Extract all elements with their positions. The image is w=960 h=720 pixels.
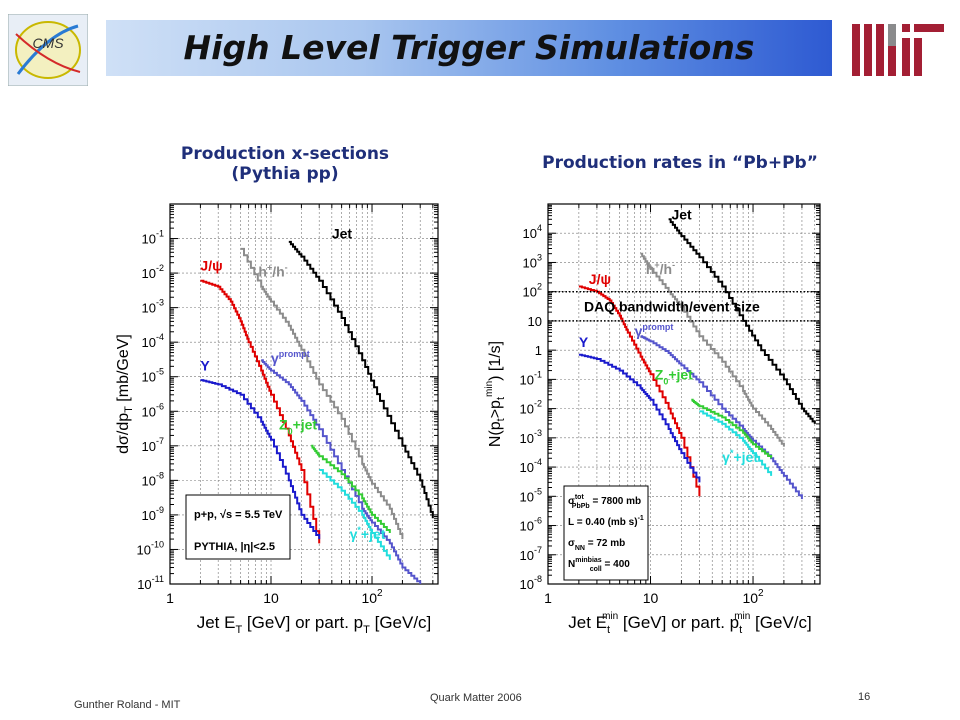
y-tick-label: 10-6 [142, 401, 164, 419]
y-tick-label: 10-3 [520, 428, 542, 446]
y-tick-label: 10-4 [520, 457, 542, 475]
x-tick-label: 10 [643, 590, 659, 606]
series-line-6 [699, 410, 773, 476]
y-tick-label: 10-3 [142, 298, 164, 316]
left-panel-title-line-2: (Pythia pp) [231, 164, 339, 184]
x-tick-label: 102 [361, 588, 383, 606]
series-label: h+/h- [258, 262, 287, 279]
x-tick-label: 102 [742, 588, 764, 606]
footer-conference: Quark Matter 2006 [430, 692, 522, 704]
chart-right: 10410310210110-110-210-310-410-510-610-7… [484, 203, 821, 636]
y-tick-label: 10-5 [520, 486, 542, 504]
y-tick-label: 104 [523, 223, 542, 241]
chart-left: 10-1 10-2 10-3 10-4 10-5 10-6 10-7 10-8 10-9 10-1… [115, 203, 439, 636]
legend-box: σtot PbPb = 7800 mb L = 0.40 (mb s)-1 σNN =… [563, 485, 649, 581]
y-tick-label: 103 [523, 252, 542, 270]
right-panel-title: Production rates in “Pb+Pb” [542, 153, 818, 173]
slide-title: High Level Trigger Simulations [183, 28, 755, 67]
y-tick-label: 10-5 [142, 367, 164, 385]
series-line-2 [200, 279, 321, 544]
series-line-1 [240, 247, 404, 540]
y-tick-label: 10-1 [142, 229, 164, 247]
series-line-2 [578, 285, 701, 497]
y-tick-label: 10-6 [520, 516, 542, 534]
legend-line: σtot PbPb = 7800 mb [568, 494, 641, 510]
series-label: γ*+jet [350, 525, 386, 542]
mit-logo [850, 20, 950, 80]
series-line-3 [578, 353, 701, 483]
series-label: γ*+jet [722, 448, 758, 465]
y-tick-label: 10-9 [142, 505, 164, 523]
series-label: Υ [200, 358, 210, 374]
legend-box: p+p, √s = 5.5 TeV PYTHIA, |η|<2.5 [185, 494, 291, 560]
cms-logo: CMS [7, 13, 89, 87]
y-tick-label: 10-1 [520, 369, 542, 387]
series-line-6 [319, 469, 391, 560]
y-tick-label: 10-4 [142, 332, 164, 350]
series-line-3 [200, 379, 321, 540]
y-tick-label: 10-8 [142, 470, 164, 488]
series-label: h+/h- [646, 260, 675, 277]
series-label: γprompt [635, 322, 674, 339]
x-axis-title: Jet ET [GeV] or part. pT [GeV/c] [197, 613, 432, 636]
series-line-0 [668, 218, 816, 424]
x-tick-label: 1 [544, 590, 552, 606]
legend-line: Nminbias coll = 400 [568, 557, 630, 573]
left-panel-title-line-1: Production x-sections [180, 144, 390, 164]
y-tick-label: 10 [528, 314, 542, 329]
y-tick-label: 10-2 [142, 263, 164, 281]
series-label: Jet [671, 206, 692, 222]
left-panel-title: Production x-sections (Pythia pp) [120, 144, 450, 184]
legend-line-2: PYTHIA, |η|<2.5 [194, 541, 275, 553]
y-tick-label: 10-7 [520, 545, 542, 563]
series-label: Υ [579, 334, 589, 350]
y-tick-label: 10-11 [137, 574, 164, 592]
legend-line: σNN = 72 mb [568, 538, 625, 552]
legend-line-1: p+p, √s = 5.5 TeV [194, 509, 283, 521]
y-tick-label: 10-2 [520, 399, 542, 417]
series-label: J/ψ [200, 257, 222, 273]
y-axis-title: dσ/dpT [mb/GeV] [115, 334, 135, 454]
cms-logo-text: CMS [32, 35, 64, 51]
x-axis-title: Jet Etmin [GeV] or part. ptmin [GeV/c] [568, 611, 812, 636]
legend-line: L = 0.40 (mb s)-1 [568, 515, 644, 528]
series-line-0 [288, 240, 434, 519]
y-tick-label: 10-8 [520, 574, 542, 592]
y-tick-label: 10-7 [142, 436, 164, 454]
y-tick-label: 10-10 [137, 539, 164, 557]
x-tick-label: 10 [263, 590, 279, 606]
series-line-1 [640, 252, 785, 447]
series-line-5 [311, 444, 391, 533]
footer-author: Gunther Roland - MIT [74, 699, 181, 711]
y-tick-label: 102 [523, 282, 542, 300]
series-label: Z0+jet [655, 366, 693, 386]
series-line-4 [640, 335, 803, 500]
series-line-4 [261, 359, 422, 584]
series-label: J/ψ [589, 271, 611, 287]
x-tick-label: 1 [166, 590, 174, 606]
series-label: Z0+jet [279, 416, 317, 436]
daq-label: DAQ bandwidth/event size [584, 298, 760, 314]
axis-ticks [547, 203, 820, 585]
series-label: Jet [332, 226, 353, 242]
page-number: 16 [858, 691, 871, 703]
axis-ticks [169, 203, 438, 585]
title-banner [106, 20, 832, 76]
y-axis-title: N(pt>ptmin) [1/s] [484, 341, 507, 447]
y-tick-label: 1 [535, 343, 542, 358]
series-label: γprompt [271, 349, 310, 366]
series-line-5 [691, 398, 773, 459]
